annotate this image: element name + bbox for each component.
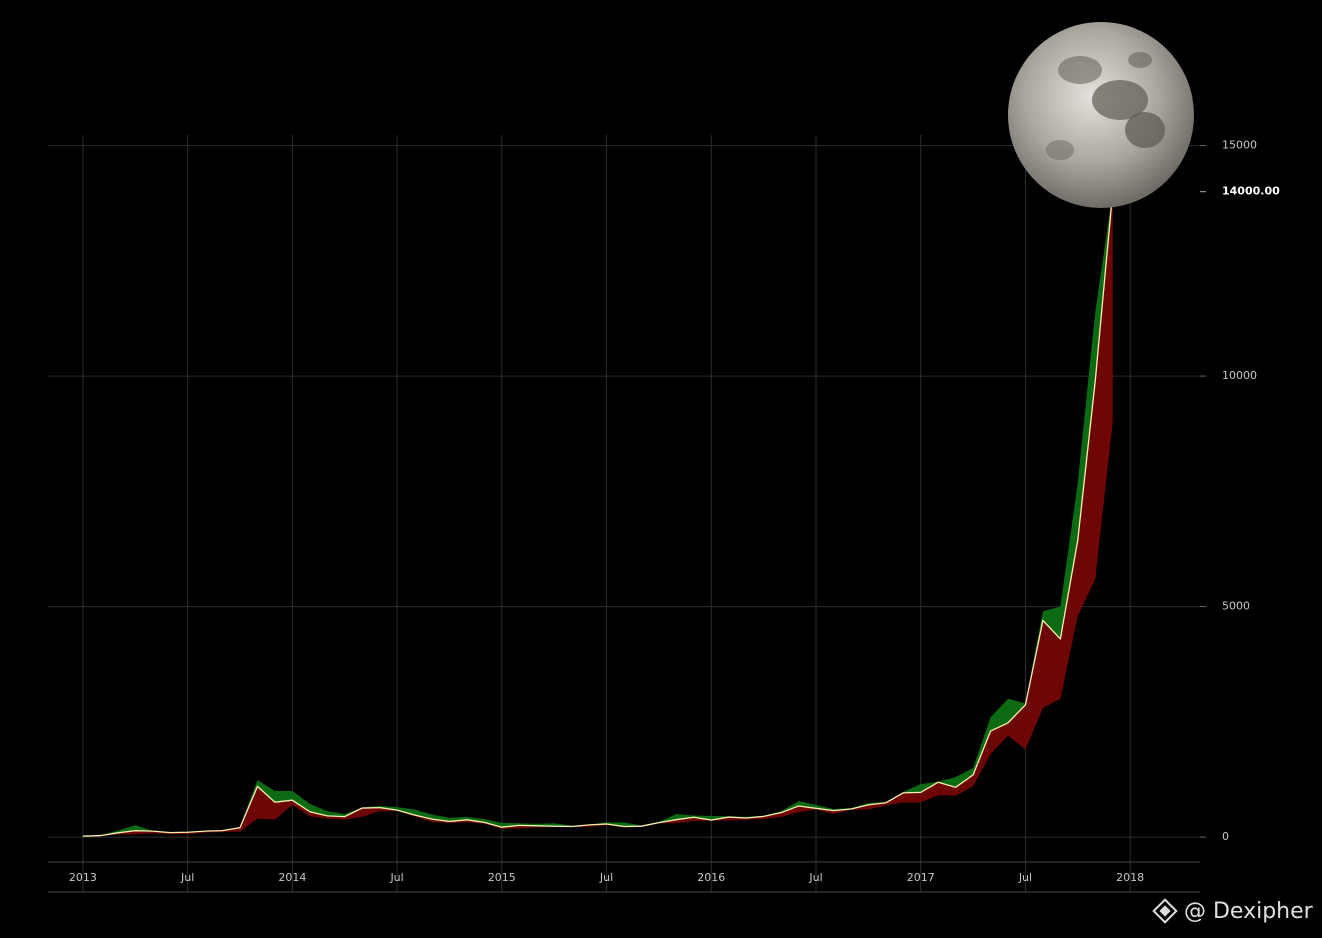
x-tick-label: Jul	[808, 871, 822, 884]
y-tick-label: 5000	[1222, 600, 1250, 613]
y-tick-label: 0	[1222, 830, 1229, 843]
x-tick-label: Jul	[599, 871, 613, 884]
price-label: 14000.00	[1222, 185, 1280, 198]
x-tick-label: 2018	[1116, 871, 1144, 884]
y-tick-label: 15000	[1222, 139, 1257, 152]
x-tick-label: 2016	[697, 871, 725, 884]
x-tick-label: 2015	[488, 871, 516, 884]
x-tick-label: Jul	[180, 871, 194, 884]
plot-area	[82, 191, 1114, 837]
high-band	[82, 191, 1113, 837]
x-tick-label: 2014	[278, 871, 306, 884]
x-tick-label: 2013	[69, 871, 97, 884]
grid: 0 5000 10000 15000 2013 Jul 2014 Jul 2015 Jul 2016…	[48, 135, 1280, 892]
watermark-icon	[1152, 898, 1178, 924]
low-band	[82, 191, 1113, 837]
x-tick-label: 2017	[907, 871, 935, 884]
y-tick-label: 10000	[1222, 369, 1257, 382]
watermark: @ Dexipher	[1184, 899, 1314, 924]
price-line	[82, 191, 1114, 837]
x-tick-label: Jul	[1018, 871, 1032, 884]
moon-image	[1008, 22, 1194, 208]
x-tick-label: Jul	[389, 871, 403, 884]
